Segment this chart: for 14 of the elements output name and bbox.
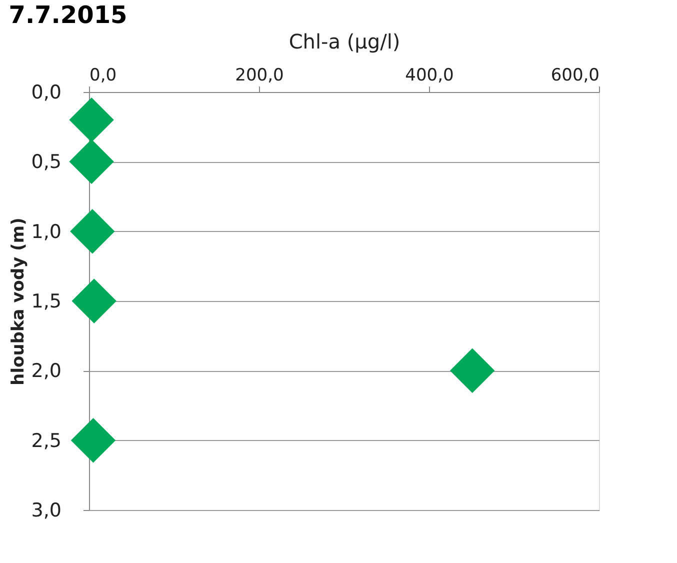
y-tick-label: 0,5 [31, 151, 62, 174]
y-axis-title: hloubka vody (m) [8, 218, 28, 386]
x-tick-label: 400,0 [405, 66, 454, 86]
x-axis-title: Chl-a (µg/l) [288, 30, 400, 54]
y-tick-label: 0,0 [31, 82, 62, 104]
y-tick-label: 1,5 [31, 290, 62, 312]
x-tick-label: 600,0 [550, 66, 600, 86]
chart-title: 7.7.2015 [8, 1, 128, 29]
y-tick-label: 1,0 [31, 220, 62, 243]
y-tick-label: 2,0 [31, 360, 62, 382]
y-tick-label: 3,0 [31, 500, 62, 522]
x-tick-label: 0,0 [90, 66, 117, 86]
y-tick-label: 2,5 [31, 430, 62, 452]
x-tick-label: 200,0 [235, 66, 284, 86]
